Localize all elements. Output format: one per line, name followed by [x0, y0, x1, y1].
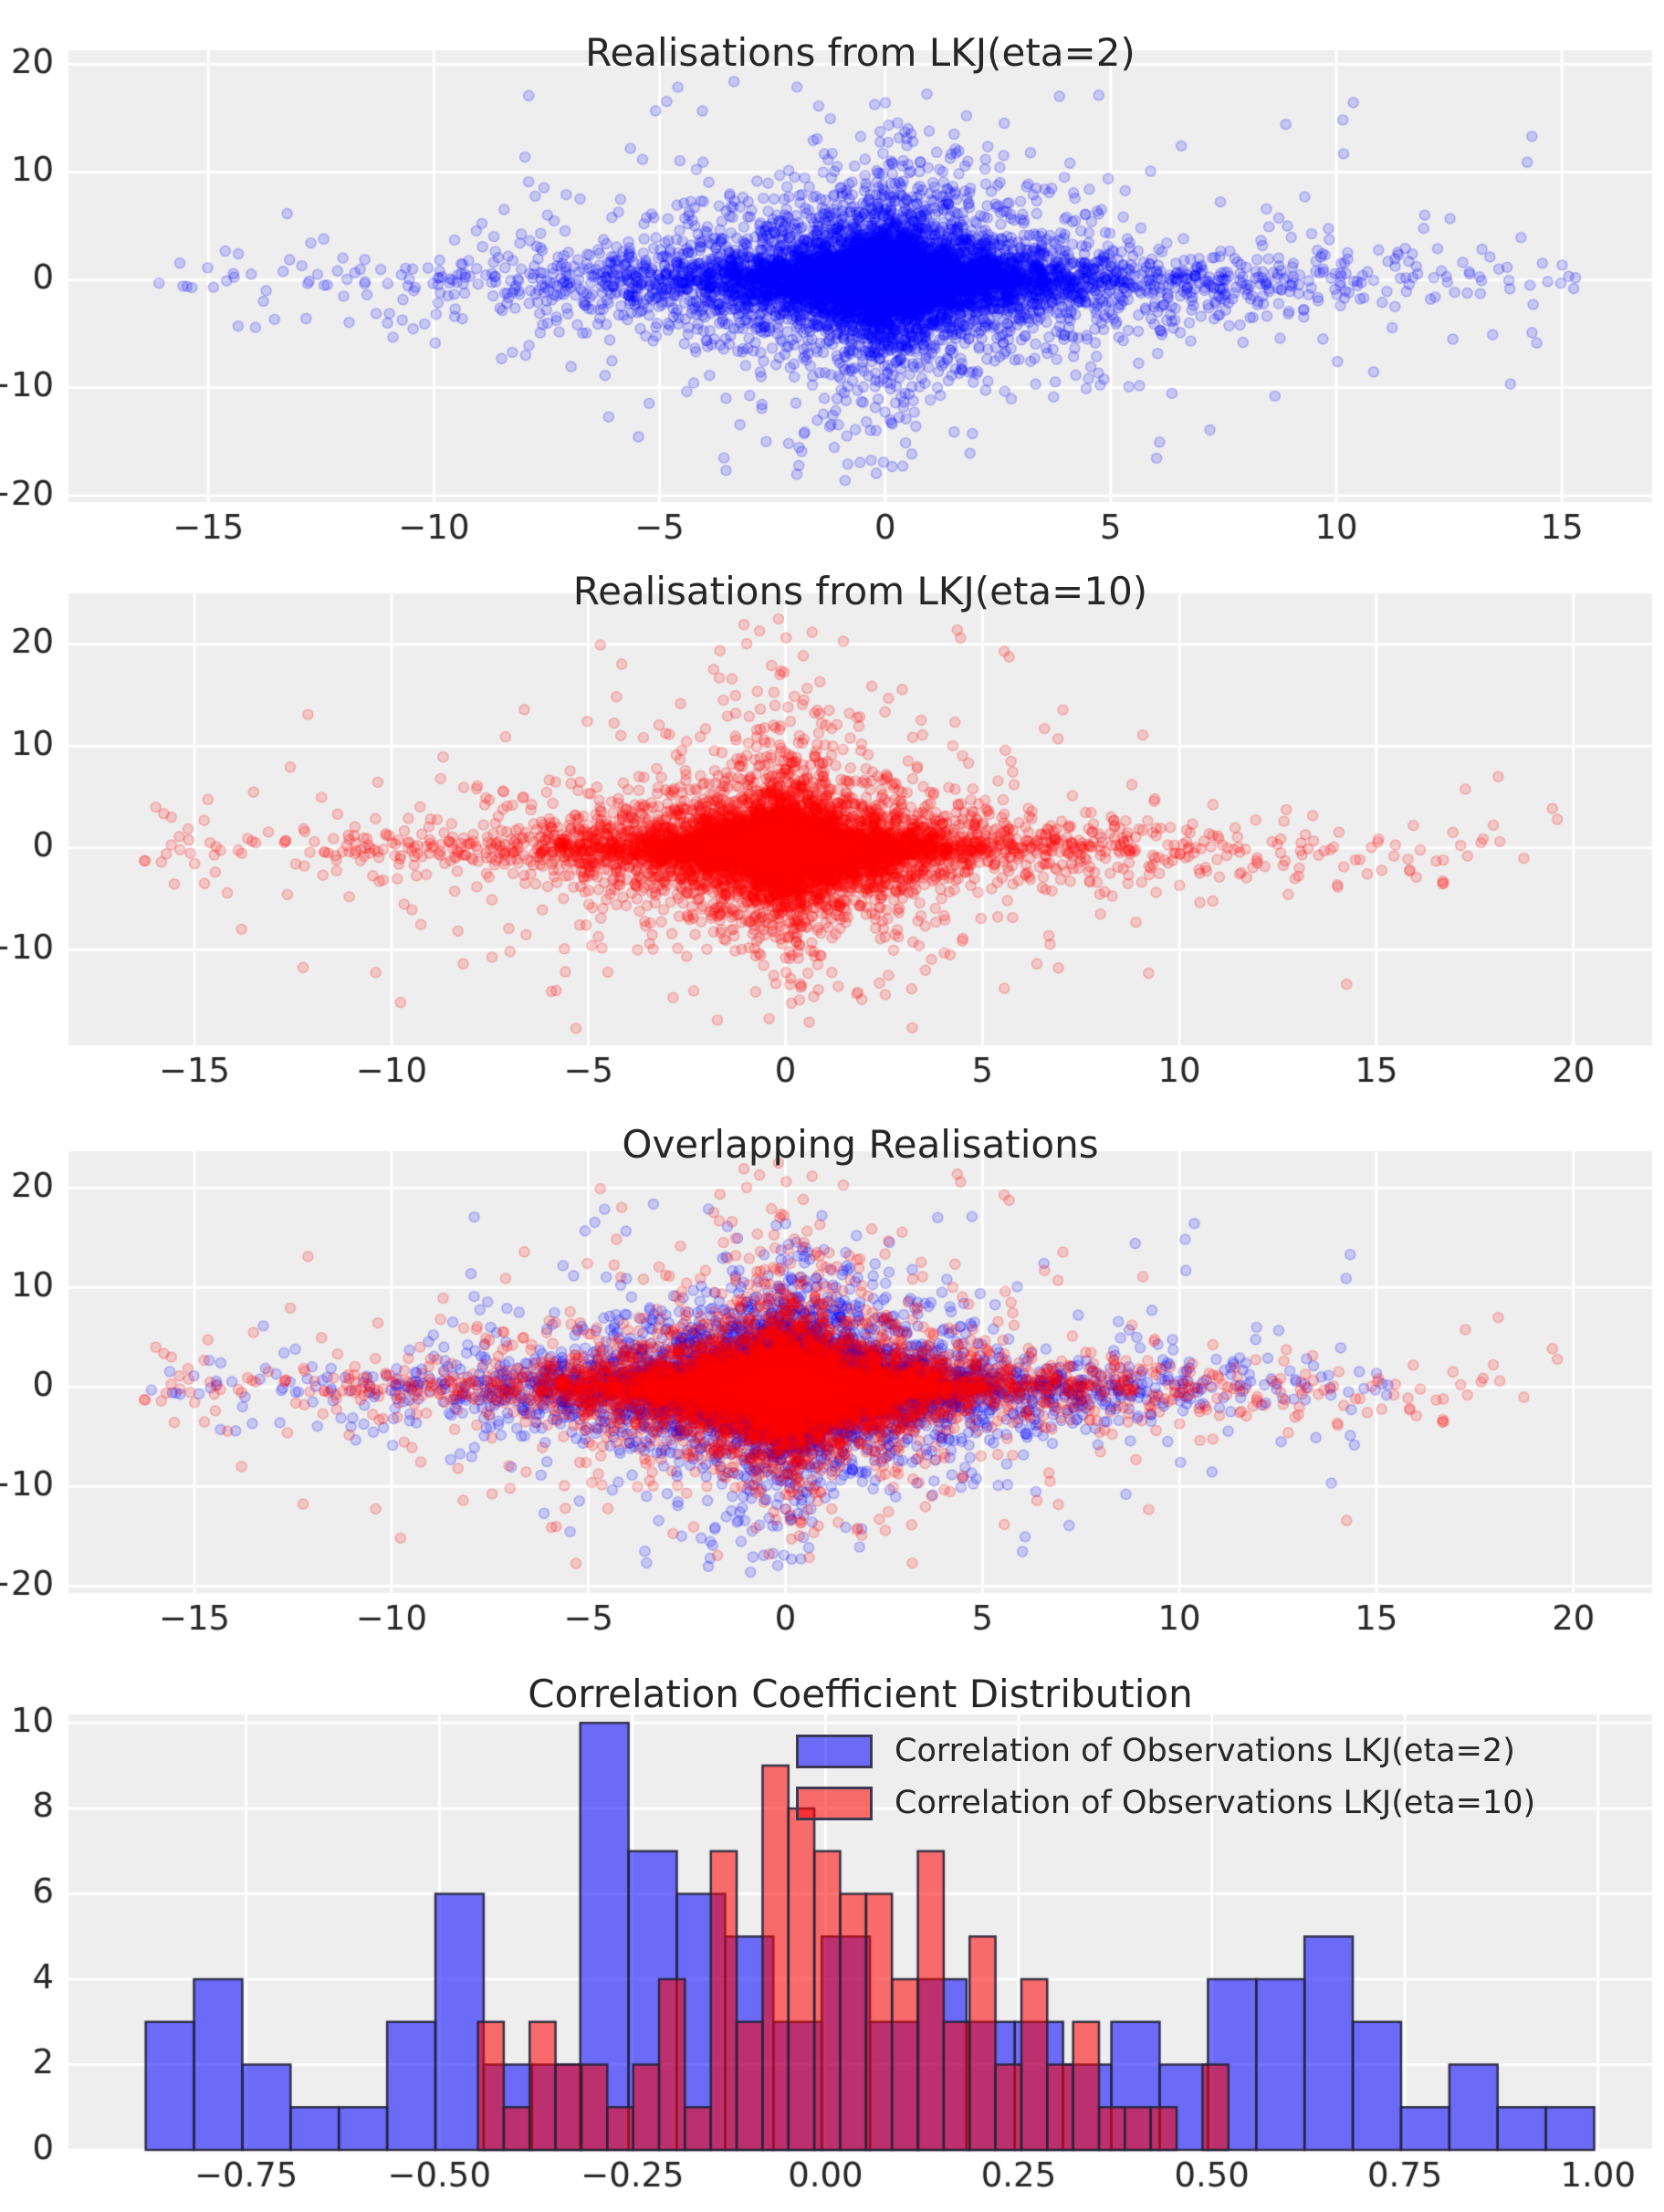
legend-label-eta10: Correlation of Observations LKJ(eta=10) [895, 1785, 1536, 1821]
histogram-legend: Correlation of Observations LKJ(eta=2) C… [796, 1729, 1535, 1825]
legend-row-eta2: Correlation of Observations LKJ(eta=2) [796, 1729, 1535, 1773]
title-overlapping: Overlapping Realisations [622, 1121, 1099, 1167]
title-histogram: Correlation Coefficient Distribution [528, 1671, 1193, 1716]
title-scatter-eta2: Realisations from LKJ(eta=2) [585, 29, 1135, 75]
legend-label-eta2: Correlation of Observations LKJ(eta=2) [895, 1733, 1515, 1769]
legend-row-eta10: Correlation of Observations LKJ(eta=10) [796, 1781, 1535, 1825]
legend-swatch-blue [796, 1734, 873, 1768]
legend-swatch-red [796, 1786, 873, 1820]
title-scatter-eta10: Realisations from LKJ(eta=10) [572, 568, 1148, 613]
